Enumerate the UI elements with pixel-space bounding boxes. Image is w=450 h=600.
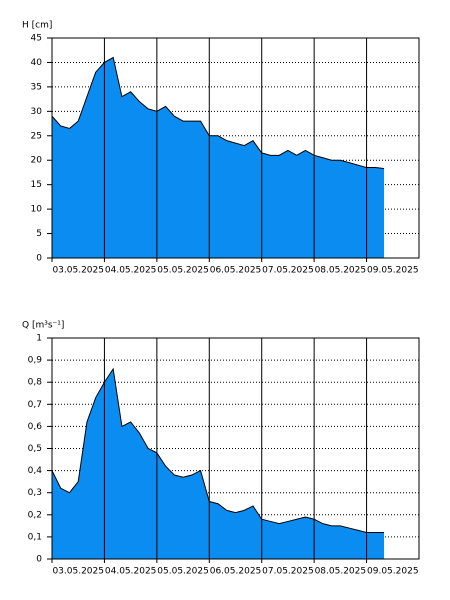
x-tick-label: 09.05.2025 <box>367 266 419 276</box>
y-tick-label: 25 <box>31 131 42 141</box>
y-tick-label: 0,8 <box>28 378 43 388</box>
y-tick-label: 1 <box>36 334 42 344</box>
area-outline <box>51 56 385 170</box>
x-tick-label: 08.05.2025 <box>315 266 367 276</box>
x-tick-label: 06.05.2025 <box>210 567 262 577</box>
y-tick-label: 10 <box>31 205 43 215</box>
x-tick-label: 06.05.2025 <box>210 266 262 276</box>
y-tick-label: 0,1 <box>28 532 42 542</box>
y-tick-label: 5 <box>36 229 42 239</box>
y-axis-label: H [cm] <box>22 21 52 31</box>
y-tick-label: 0,9 <box>28 356 43 366</box>
area <box>52 368 385 559</box>
y-tick-label: 0,4 <box>28 466 43 476</box>
y-tick-label: 0,5 <box>28 444 42 454</box>
y-tick-label: 40 <box>31 58 43 68</box>
plot-frame <box>51 337 420 560</box>
x-tick-label: 05.05.2025 <box>157 266 209 276</box>
y-tick-label: 15 <box>31 180 42 190</box>
y-tick-label: 30 <box>31 107 43 117</box>
x-tick-label: 04.05.2025 <box>105 567 157 577</box>
y-tick-label: 35 <box>31 82 42 92</box>
plot-frame <box>51 37 420 259</box>
x-tick-label: 05.05.2025 <box>157 567 209 577</box>
y-axis-label: Q [m³s⁻¹] <box>22 321 64 331</box>
x-tick-label: 07.05.2025 <box>262 266 314 276</box>
x-tick-label: 03.05.2025 <box>52 567 104 577</box>
x-tick-label: 09.05.2025 <box>367 567 419 577</box>
x-tick-label: 03.05.2025 <box>52 266 104 276</box>
y-tick-label: 0,6 <box>28 422 43 432</box>
x-tick-label: 04.05.2025 <box>105 266 157 276</box>
area <box>52 57 385 258</box>
y-tick-label: 0 <box>36 254 42 264</box>
y-tick-label: 0 <box>36 555 42 565</box>
y-tick-label: 20 <box>31 156 43 166</box>
x-tick-label: 07.05.2025 <box>262 567 314 577</box>
y-tick-label: 0,7 <box>28 400 42 410</box>
y-tick-label: 0,2 <box>28 510 42 520</box>
area-outline <box>51 367 385 533</box>
x-tick-label: 08.05.2025 <box>315 567 367 577</box>
y-tick-label: 0,3 <box>28 488 42 498</box>
y-tick-label: 45 <box>31 34 42 44</box>
